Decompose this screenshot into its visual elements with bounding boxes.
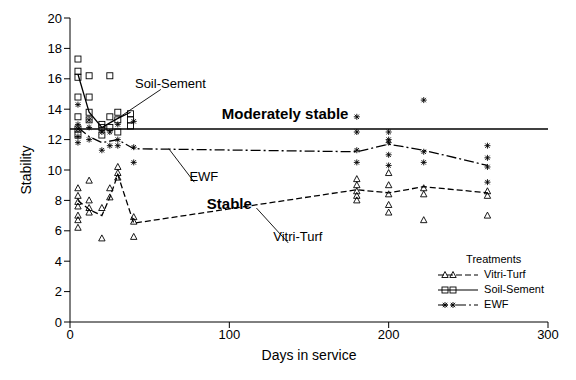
svg-text:Moderately stable: Moderately stable — [222, 105, 349, 122]
svg-text:6: 6 — [55, 223, 62, 238]
svg-text:4: 4 — [55, 254, 62, 269]
svg-text:Stable: Stable — [207, 195, 252, 212]
svg-text:200: 200 — [378, 327, 400, 342]
svg-text:Stability: Stability — [18, 145, 34, 194]
html-text:Vitri-Turf: Vitri-Turf — [484, 268, 526, 280]
svg-text:10: 10 — [48, 163, 62, 178]
svg-text:14: 14 — [48, 102, 62, 117]
svg-text:12: 12 — [48, 132, 62, 147]
svg-text:Days in service: Days in service — [262, 347, 357, 363]
svg-text:0: 0 — [66, 327, 73, 342]
svg-text:300: 300 — [537, 327, 559, 342]
html-text:EWF: EWF — [484, 298, 509, 310]
svg-text:0: 0 — [55, 315, 62, 330]
svg-text:Soil-Sement: Soil-Sement — [135, 76, 206, 91]
svg-text:Vitri-Turf: Vitri-Turf — [273, 229, 323, 244]
html-text:Treatments: Treatments — [466, 253, 522, 265]
svg-text:100: 100 — [218, 327, 240, 342]
svg-text:20: 20 — [48, 11, 62, 26]
svg-text:8: 8 — [55, 193, 62, 208]
svg-text:EWF: EWF — [189, 169, 218, 184]
html-text:Soil-Sement: Soil-Sement — [484, 283, 544, 295]
svg-text:18: 18 — [48, 41, 62, 56]
svg-text:2: 2 — [55, 284, 62, 299]
svg-text:16: 16 — [48, 71, 62, 86]
